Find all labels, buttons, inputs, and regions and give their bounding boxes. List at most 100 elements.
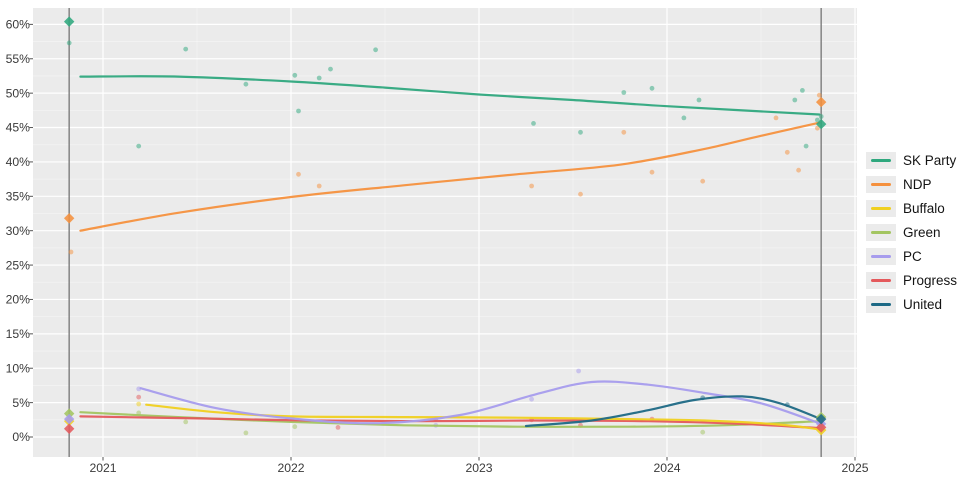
poll-point — [792, 97, 798, 103]
poll-point — [68, 249, 74, 255]
legend-key-ndp — [866, 176, 896, 193]
poll-point — [784, 149, 790, 155]
legend-line-swatch — [871, 231, 891, 234]
legend-key-pc — [866, 248, 896, 265]
legend-label: United — [903, 297, 943, 312]
poll-points-green — [136, 410, 706, 436]
poll-point — [815, 117, 820, 123]
trend-line-united — [524, 395, 821, 428]
y-tick-label: 25% — [6, 258, 31, 272]
x-tick-label: 2023 — [465, 461, 492, 475]
y-tick-label: 0% — [12, 430, 30, 444]
legend-label: PC — [903, 249, 922, 264]
poll-point — [529, 183, 534, 189]
x-tick-label: 2021 — [89, 461, 116, 475]
legend-key-green — [866, 224, 896, 241]
trend-lines — [79, 75, 821, 431]
x-tick-label: 2025 — [841, 461, 868, 475]
y-tick-label: 5% — [12, 396, 30, 410]
poll-point — [243, 430, 249, 436]
poll-point — [183, 46, 189, 52]
legend-label: Green — [903, 225, 941, 240]
axes: 0% 5% 10% 15% 20% 25% 30% 35% 40% 45% 50% 55% 60% 202… — [6, 18, 869, 475]
x-tick-label: 2024 — [653, 461, 680, 475]
legend-label: Progress — [903, 273, 958, 288]
election-markers-united — [815, 413, 827, 425]
y-tick-label: 10% — [6, 361, 31, 375]
trend-line-progress — [79, 415, 821, 430]
election-result-diamond — [63, 408, 75, 419]
election-result-diamond — [815, 118, 827, 130]
legend-label: Buffalo — [903, 201, 945, 216]
poll-point — [66, 40, 72, 46]
trend-line-ndp — [79, 121, 821, 232]
election-result-diamond — [815, 96, 827, 108]
poll-point — [800, 88, 805, 93]
y-tick-label: 35% — [6, 190, 31, 204]
poll-point — [316, 75, 322, 81]
y-tick-label: 40% — [6, 155, 31, 169]
poll-point — [578, 129, 583, 135]
legend-item-united: United — [866, 296, 957, 313]
legend-line-swatch — [871, 303, 891, 306]
chart-legend: SK Party NDP Buffalo Green PC Progress United — [866, 152, 957, 313]
election-markers-progress — [63, 422, 827, 434]
legend-key-buffalo — [866, 200, 896, 217]
poll-point — [773, 115, 779, 121]
legend-label: SK Party — [903, 153, 957, 168]
x-tick-label: 2022 — [277, 461, 304, 475]
poll-point — [136, 143, 142, 149]
poll-point — [796, 167, 801, 173]
poll-point — [292, 424, 298, 430]
poll-points-ndp — [68, 92, 822, 255]
legend-item-ndp: NDP — [866, 176, 957, 193]
plot-panel — [33, 8, 857, 457]
poll-point — [649, 85, 655, 91]
poll-point — [696, 97, 702, 103]
y-tick-label: 60% — [6, 18, 31, 32]
poll-points-pc — [136, 368, 581, 428]
poll-point — [292, 72, 298, 78]
election-result-markers — [63, 16, 827, 436]
poll-point — [681, 115, 687, 121]
poll-point — [243, 81, 249, 87]
poll-point — [328, 66, 333, 72]
poll-point — [621, 129, 627, 135]
poll-point — [296, 171, 301, 177]
legend-line-swatch — [871, 279, 891, 282]
poll-point — [816, 92, 822, 98]
poll-points-sk-party — [66, 40, 824, 149]
poll-point — [136, 394, 142, 400]
legend-key-sk-party — [866, 152, 896, 169]
poll-point — [136, 401, 142, 407]
poll-point — [531, 121, 536, 126]
legend-item-pc: PC — [866, 248, 957, 265]
y-tick-label: 30% — [6, 224, 31, 238]
y-tick-label: 20% — [6, 293, 31, 307]
y-tick-label: 45% — [6, 121, 31, 135]
election-result-diamond — [63, 213, 75, 224]
election-result-diamond — [815, 422, 827, 433]
trend-line-pc — [139, 380, 821, 425]
poll-point — [803, 143, 809, 149]
poll-point — [373, 47, 378, 53]
trend-line-sk-party — [79, 75, 821, 116]
election-result-diamond — [63, 16, 75, 27]
legend-item-buffalo: Buffalo — [866, 200, 957, 217]
legend-key-united — [866, 296, 896, 313]
legend-label: NDP — [903, 177, 932, 192]
poll-point — [649, 169, 655, 175]
poll-point — [578, 191, 583, 197]
legend-item-green: Green — [866, 224, 957, 241]
legend-line-swatch — [871, 159, 891, 162]
legend-line-swatch — [871, 183, 891, 186]
y-tick-label: 15% — [6, 327, 31, 341]
poll-point — [700, 178, 706, 184]
poll-point — [815, 125, 820, 131]
legend-item-progress: Progress — [866, 272, 957, 289]
poll-point — [335, 425, 341, 430]
poll-point — [316, 183, 322, 189]
election-day-lines — [68, 8, 822, 457]
